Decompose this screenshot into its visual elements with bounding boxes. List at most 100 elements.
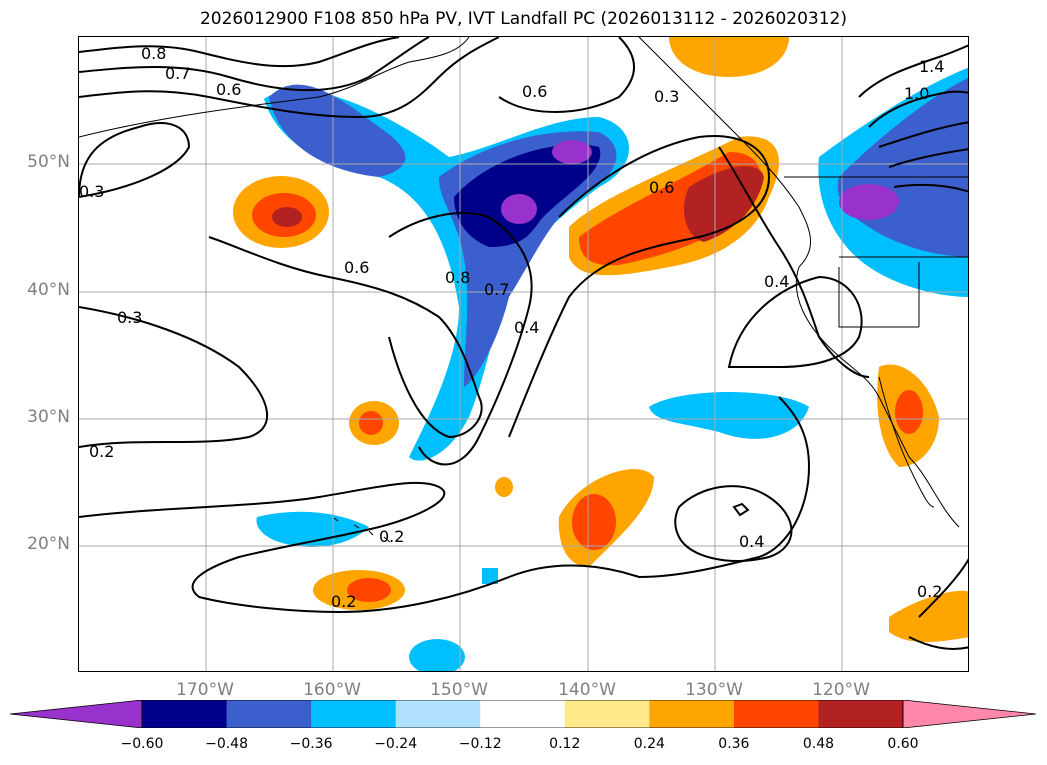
colorbar-cell	[649, 700, 735, 728]
contour-trough-inner	[388, 212, 533, 466]
contour-0.2-se	[908, 558, 968, 650]
contour-label: 0.3	[79, 182, 104, 201]
lat-tick-40n: 40°N	[27, 280, 70, 300]
pos-blob-main-core	[684, 166, 764, 242]
contour-ne-stack	[878, 121, 968, 193]
contour-0.2-mid	[79, 396, 811, 614]
colorbar-tick-label: −0.48	[205, 736, 248, 752]
contour-label: 0.6	[216, 80, 241, 99]
colorbar-cell	[564, 700, 650, 728]
pos-blob-top	[669, 37, 789, 77]
contour-label: 1.4	[919, 57, 944, 76]
coastlines	[79, 37, 968, 543]
neg-blob-midpac	[649, 392, 809, 439]
contour-label: 0.7	[484, 280, 509, 299]
colorbar-max-extend	[902, 700, 1037, 728]
neg-blob-hawaii	[256, 511, 369, 547]
pos-blob-california-inner	[895, 390, 923, 434]
colorbar-cell	[733, 700, 819, 728]
contour-0.6-trough	[208, 236, 483, 439]
contour-0.6-ridge	[498, 37, 635, 113]
neg-blob-south	[409, 639, 465, 671]
pos-blob-subtrop-inner	[572, 494, 616, 550]
colorbar-tick-label: 0.36	[718, 736, 750, 752]
map-title: 2026012900 F108 850 hPa PV, IVT Landfall…	[199, 9, 847, 29]
colorbar-cell	[818, 700, 904, 728]
contour-label: 0.3	[654, 87, 679, 106]
colorbar-cell	[395, 700, 481, 728]
hawaii-islands	[333, 517, 391, 543]
lon-tick-130w: 130°W	[685, 680, 743, 700]
lon-tick-120w: 120°W	[812, 680, 870, 700]
contour-0.4-ring	[674, 485, 793, 562]
colorbar-frame	[141, 700, 904, 728]
contour-0.3-west	[79, 122, 191, 198]
colorbar-cell	[311, 700, 397, 728]
colorbar-tick-label: 0.12	[549, 736, 581, 752]
coast-westus	[795, 266, 960, 528]
pos-blob-small	[495, 477, 513, 497]
colorbar-tick-label: −0.12	[458, 736, 502, 752]
colorbar-tick-label: 0.48	[802, 736, 835, 752]
contour-label: 0.2	[89, 442, 114, 461]
contour-label: 0.8	[445, 268, 470, 287]
lat-tick-30n: 30°N	[27, 407, 70, 427]
lon-tick-140w: 140°W	[558, 680, 616, 700]
contour-label: 0.4	[514, 318, 539, 337]
colorbar-tick-label: 0.24	[633, 736, 665, 752]
coast-baja	[878, 376, 935, 508]
colorbar-tick-label: −0.60	[120, 736, 164, 752]
contour-0.4-east	[727, 275, 863, 368]
contour-0.3-mid	[79, 306, 268, 448]
coast-alaska-panhandle	[638, 37, 812, 268]
colorbar-cell	[480, 700, 566, 728]
border-states	[838, 256, 968, 328]
contour-0.6-north	[79, 37, 500, 119]
neg-purple-pnw	[839, 184, 899, 220]
contour-label: 0.6	[522, 82, 547, 101]
neg-purple-2	[552, 140, 592, 164]
contour-label: 0.2	[917, 582, 942, 601]
colorbar-min-extend	[10, 700, 143, 728]
colorbar-tick-label: 0.60	[887, 736, 919, 752]
neg-blob-small	[482, 568, 498, 584]
contour-1.0-ne	[868, 90, 968, 128]
graticule	[79, 37, 968, 671]
lon-tick-150w: 150°W	[430, 680, 488, 700]
colorbar-cell	[226, 700, 312, 728]
contour-0.4-trough	[508, 135, 771, 438]
contour-label: 0.4	[764, 272, 789, 291]
lon-tick-170w: 170°W	[176, 680, 234, 700]
colorbar	[10, 700, 1037, 728]
lon-tick-160w: 160°W	[303, 680, 361, 700]
map-canvas: 0.8 0.7 0.6 0.6 0.3 0.6 0.6 0.8 0.7 0.4 …	[79, 37, 968, 671]
pos-blob-south-inner	[347, 578, 391, 602]
colorbar-cells	[142, 700, 904, 728]
contour-label-group: 0.8 0.7 0.6 0.6 0.3 0.6 0.6 0.8 0.7 0.4 …	[79, 44, 944, 611]
contour-0.4-small	[732, 502, 750, 517]
colorbar-cell	[142, 700, 228, 728]
contour-label: 0.2	[331, 592, 356, 611]
contour-label: 1.0	[904, 84, 929, 103]
pos-blob-west-core	[272, 207, 302, 227]
neg-blob-alaska	[269, 84, 406, 177]
contour-label: 0.6	[344, 258, 369, 277]
colorbar-tick-label: −0.24	[374, 736, 418, 752]
pv-contours	[79, 37, 968, 650]
negative-shading	[256, 67, 968, 671]
contour-label: 0.7	[165, 64, 190, 83]
lat-tick-50n: 50°N	[27, 152, 70, 172]
neg-purple-1	[501, 194, 537, 224]
contour-label: 0.4	[739, 532, 764, 551]
contour-label: 0.6	[649, 178, 674, 197]
lat-tick-20n: 20°N	[27, 534, 70, 554]
contour-label: 0.3	[117, 308, 142, 327]
contour-label: 0.8	[141, 44, 166, 63]
pos-blob-se	[889, 590, 968, 642]
coast-alaska	[79, 37, 470, 138]
contour-label: 0.2	[379, 527, 404, 546]
contour-0.8-north	[79, 37, 400, 68]
map-panel[interactable]: 0.8 0.7 0.6 0.6 0.3 0.6 0.6 0.8 0.7 0.4 …	[78, 36, 969, 672]
contour-1.4-ne	[858, 44, 968, 98]
pos-blob-dateline-inner	[359, 411, 383, 435]
